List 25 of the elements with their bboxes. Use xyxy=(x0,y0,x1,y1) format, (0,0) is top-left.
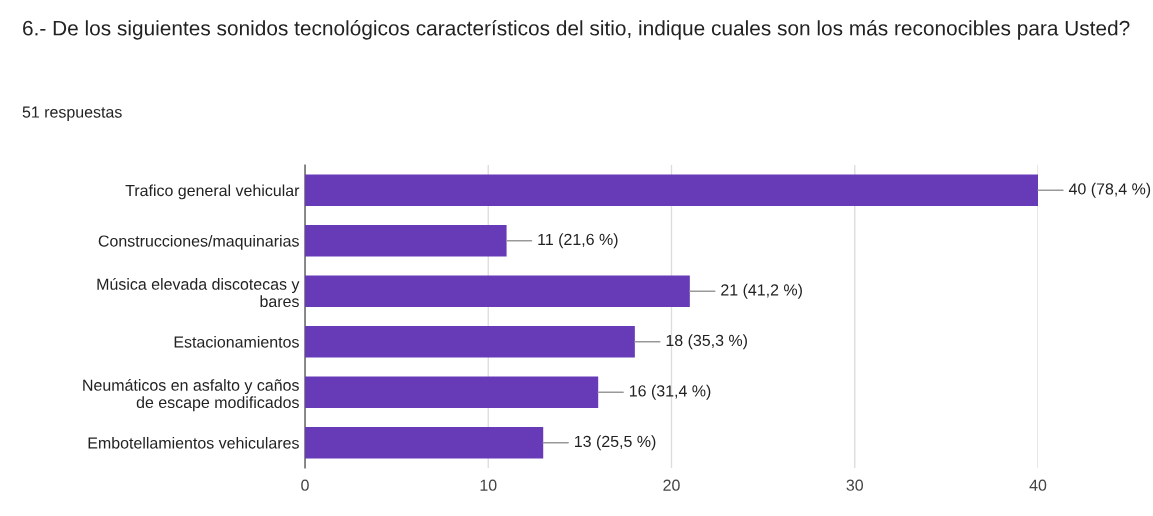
bar xyxy=(305,225,507,257)
x-tick-label: 10 xyxy=(480,479,497,491)
data-label: 16 (31,4 %) xyxy=(629,384,711,400)
data-label: 18 (35,3 %) xyxy=(666,334,747,350)
y-tick-label: Trafico general vehicular xyxy=(125,184,300,200)
bar xyxy=(305,275,690,307)
text: 51 respuestas xyxy=(22,106,122,121)
x-tick-label: 20 xyxy=(663,479,680,491)
bar xyxy=(305,174,1038,206)
data-label: 40 (78,4 %) xyxy=(1068,182,1151,198)
x-tick-label: 40 xyxy=(1029,479,1047,491)
y-tick-label: Estacionamientos xyxy=(174,335,299,348)
y-tick-label: Embotellamientos vehiculares xyxy=(88,436,299,449)
x-tick-label: 30 xyxy=(846,479,864,491)
chart-title: 6.- De los siguientes sonidos tecnológicos característicos del sitio, indique cuales son los más reconocibles para Usted? xyxy=(23,20,1130,40)
bar xyxy=(305,427,544,459)
y-tick-label: Neumáticos en asfalto y caños de escape modificados xyxy=(83,378,299,412)
bar xyxy=(305,376,599,408)
data-label: 21 (41,2 %) xyxy=(721,283,802,299)
bar xyxy=(305,326,635,358)
data-label: 11 (21,6 %) xyxy=(538,233,618,249)
y-tick-label: Música elevada discotecas y bares xyxy=(97,277,300,308)
x-tick-label: 0 xyxy=(301,479,309,491)
data-label: 13 (25,5 %) xyxy=(575,435,656,451)
y-tick-label: Construcciones/maquinarias xyxy=(98,234,299,250)
